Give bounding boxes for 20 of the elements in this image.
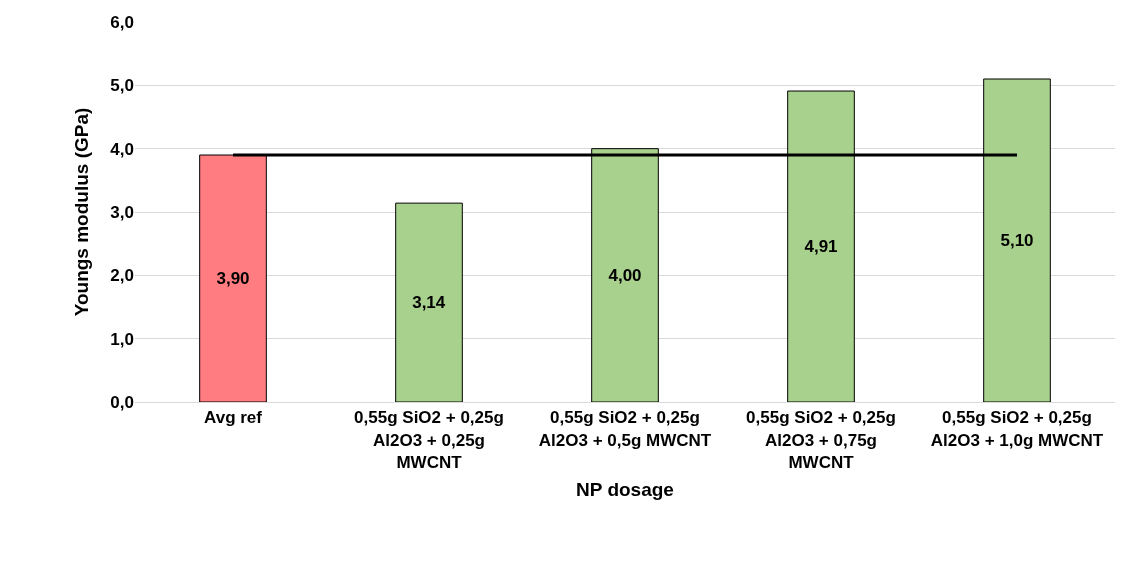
y-axis-title: Youngs modulus (GPa) — [71, 107, 93, 317]
x-axis-title: NP dosage — [576, 479, 674, 501]
y-tick-label: 6,0 — [110, 12, 134, 32]
data-label: 4,91 — [804, 237, 838, 257]
data-label: 3,90 — [216, 269, 250, 288]
x-tick-label: 0,55g SiO2 + 0,25g Al2O3 + 0,5g MWCNT — [538, 408, 712, 450]
y-tick-label: 1,0 — [110, 329, 134, 349]
data-label: 3,14 — [412, 293, 446, 313]
data-label: 5,10 — [1000, 231, 1034, 250]
x-tick-label: 0,55g SiO2 + 0,25g Al2O3 + 1,0g MWCNT — [930, 408, 1104, 450]
bar — [395, 202, 463, 402]
y-tick-label: 5,0 — [110, 76, 134, 96]
y-tick-label: 0,0 — [110, 392, 134, 412]
data-label: 4,00 — [608, 265, 642, 285]
y-tick-label: 3,0 — [110, 202, 134, 222]
y-tick-label: 4,0 — [110, 139, 134, 159]
x-tick-label: 0,55g SiO2 + 0,25g Al2O3 + 0,75g MWCNT — [746, 408, 896, 472]
x-tick-label: 0,55g SiO2 + 0,25g Al2O3 + 0,25g MWCNT — [354, 408, 504, 472]
x-tick-label: Avg ref — [204, 408, 263, 428]
y-tick-label: 2,0 — [110, 266, 134, 286]
